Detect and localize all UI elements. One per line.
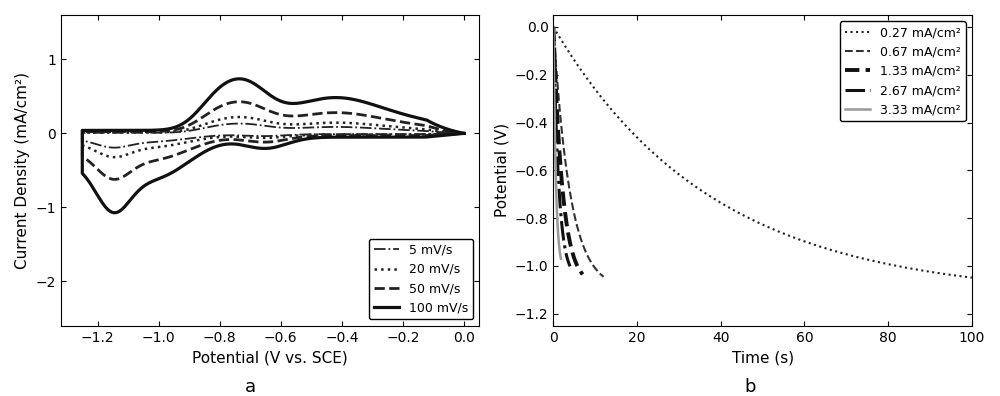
0.67 mA/cm² [587, 263, 599, 268]
0.67 mA/cm² [587, 262, 599, 267]
2.67 mA/cm² [549, 92, 561, 97]
0.27 mA/cm² [547, 25, 559, 29]
3.33 mA/cm² [547, 25, 559, 29]
2.67 mA/cm² [560, 253, 572, 257]
0.27 mA/cm² [966, 275, 978, 280]
2.67 mA/cm² [554, 203, 566, 208]
0.67 mA/cm² [570, 217, 582, 222]
50 mV/s [113, 176, 125, 181]
2.67 mA/cm² [561, 254, 573, 259]
1.33 mA/cm² [571, 262, 583, 267]
20 mV/s [221, 116, 233, 120]
Legend: 5 mV/s, 20 mV/s, 50 mV/s, 100 mV/s: 5 mV/s, 20 mV/s, 50 mV/s, 100 mV/s [369, 239, 473, 320]
20 mV/s [458, 131, 470, 136]
3.33 mA/cm² [553, 237, 565, 242]
0.67 mA/cm² [582, 254, 594, 259]
Line: 1.33 mA/cm²: 1.33 mA/cm² [553, 27, 583, 274]
100 mV/s [444, 132, 456, 137]
3.33 mA/cm² [555, 256, 567, 261]
1.33 mA/cm² [570, 261, 582, 266]
1.33 mA/cm² [577, 272, 589, 277]
5 mV/s [221, 122, 233, 127]
50 mV/s [109, 177, 121, 182]
0.27 mA/cm² [590, 88, 602, 93]
50 mV/s [458, 131, 470, 136]
0.67 mA/cm² [568, 209, 580, 214]
20 mV/s [109, 155, 121, 160]
2.67 mA/cm² [564, 264, 576, 269]
100 mV/s [109, 210, 121, 215]
20 mV/s [458, 131, 470, 136]
X-axis label: Time (s): Time (s) [732, 350, 794, 365]
5 mV/s [85, 130, 97, 135]
0.27 mA/cm² [835, 250, 847, 255]
3.33 mA/cm² [553, 245, 565, 249]
20 mV/s [233, 114, 245, 119]
1.33 mA/cm² [550, 96, 562, 101]
100 mV/s [221, 80, 233, 85]
1.33 mA/cm² [560, 219, 572, 224]
50 mV/s [410, 122, 422, 126]
100 mV/s [321, 135, 333, 140]
20 mV/s [321, 132, 333, 137]
100 mV/s [85, 128, 97, 133]
5 mV/s [458, 131, 470, 136]
50 mV/s [458, 131, 470, 136]
3.33 mA/cm² [550, 196, 562, 201]
Y-axis label: Current Density (mA/cm²): Current Density (mA/cm²) [15, 72, 30, 269]
5 mV/s [410, 128, 422, 133]
Line: 5 mV/s: 5 mV/s [82, 124, 464, 148]
Line: 50 mV/s: 50 mV/s [82, 102, 464, 179]
Line: 100 mV/s: 100 mV/s [82, 79, 464, 213]
0.67 mA/cm² [547, 25, 559, 29]
50 mV/s [221, 101, 233, 106]
5 mV/s [458, 131, 470, 136]
5 mV/s [321, 132, 333, 137]
0.67 mA/cm² [598, 274, 610, 279]
50 mV/s [444, 132, 456, 137]
100 mV/s [410, 115, 422, 120]
3.33 mA/cm² [553, 246, 565, 251]
1.33 mA/cm² [547, 25, 559, 29]
1.33 mA/cm² [559, 211, 571, 216]
5 mV/s [233, 121, 245, 126]
50 mV/s [85, 129, 97, 134]
Line: 3.33 mA/cm²: 3.33 mA/cm² [553, 27, 561, 259]
0.27 mA/cm² [874, 260, 886, 265]
Text: a: a [244, 378, 256, 396]
100 mV/s [233, 76, 245, 81]
100 mV/s [458, 131, 470, 136]
2.67 mA/cm² [555, 211, 567, 215]
1.33 mA/cm² [567, 254, 579, 259]
X-axis label: Potential (V vs. SCE): Potential (V vs. SCE) [192, 350, 348, 365]
Y-axis label: Potential (V): Potential (V) [494, 123, 509, 217]
Legend: 0.27 mA/cm², 0.67 mA/cm², 1.33 mA/cm², 2.67 mA/cm², 3.33 mA/cm²: 0.27 mA/cm², 0.67 mA/cm², 1.33 mA/cm², 2… [840, 21, 966, 121]
0.27 mA/cm² [717, 202, 729, 206]
50 mV/s [321, 133, 333, 138]
3.33 mA/cm² [551, 203, 563, 208]
20 mV/s [410, 126, 422, 131]
5 mV/s [444, 131, 456, 136]
Line: 0.67 mA/cm²: 0.67 mA/cm² [553, 27, 604, 277]
3.33 mA/cm² [548, 89, 560, 94]
0.67 mA/cm² [553, 94, 565, 99]
100 mV/s [113, 209, 125, 214]
0.27 mA/cm² [732, 210, 744, 215]
50 mV/s [233, 99, 245, 104]
Line: 20 mV/s: 20 mV/s [82, 117, 464, 157]
2.67 mA/cm² [559, 245, 571, 250]
5 mV/s [113, 145, 125, 150]
20 mV/s [113, 154, 125, 159]
2.67 mA/cm² [547, 25, 559, 29]
0.27 mA/cm² [881, 262, 893, 267]
20 mV/s [444, 131, 456, 136]
Line: 0.27 mA/cm²: 0.27 mA/cm² [553, 27, 972, 278]
Line: 2.67 mA/cm²: 2.67 mA/cm² [553, 27, 570, 267]
5 mV/s [109, 145, 121, 150]
Text: b: b [744, 378, 756, 396]
100 mV/s [458, 131, 470, 136]
20 mV/s [85, 130, 97, 135]
